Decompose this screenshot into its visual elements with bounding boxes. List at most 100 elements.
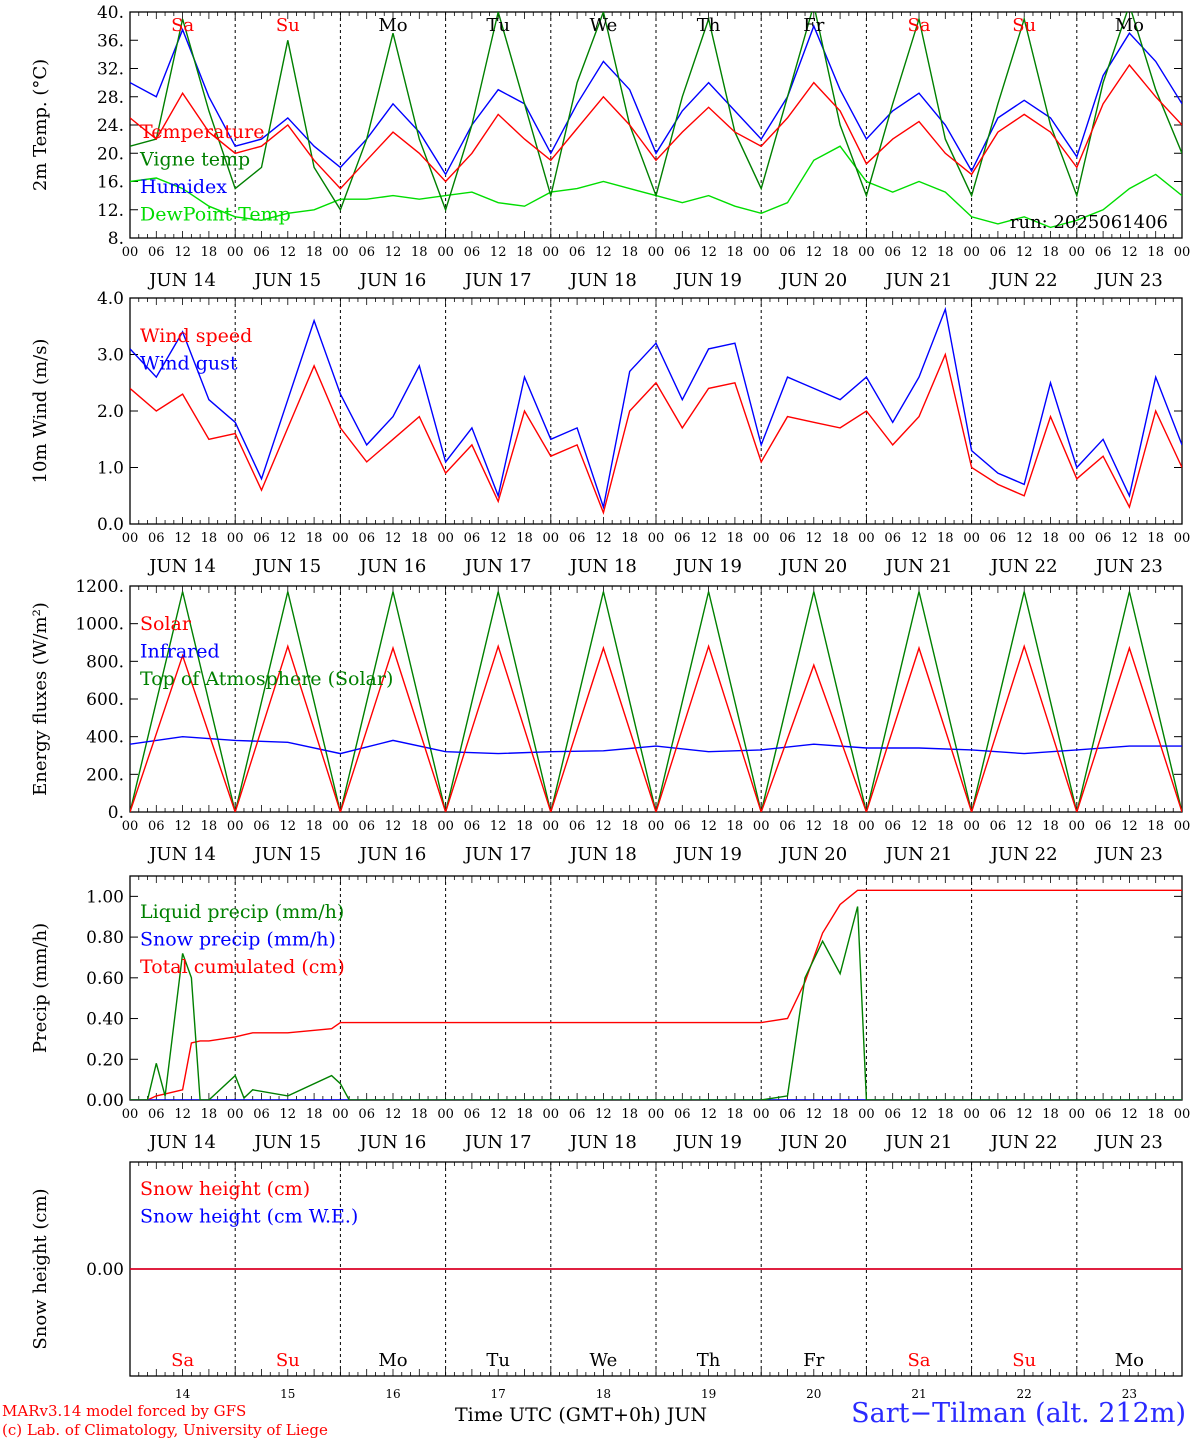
hour-tick-label: 00 bbox=[437, 1107, 454, 1122]
date-label: JUN 21 bbox=[884, 270, 953, 291]
y-tick-label: 8. bbox=[108, 229, 124, 249]
hour-tick-label: 06 bbox=[884, 245, 901, 260]
y-tick-label: 1.00 bbox=[86, 887, 124, 907]
hour-tick-label: 00 bbox=[1069, 1107, 1086, 1122]
date-label: JUN 15 bbox=[252, 844, 321, 865]
hour-tick-label: 06 bbox=[569, 245, 586, 260]
weekday-label: Sa bbox=[907, 1350, 930, 1371]
hour-tick-label: 18 bbox=[411, 531, 428, 546]
hour-tick-label: 00 bbox=[543, 1107, 560, 1122]
date-label: JUN 22 bbox=[989, 556, 1058, 577]
hour-tick-label: 00 bbox=[227, 819, 244, 834]
day-number-label: 22 bbox=[1017, 1387, 1032, 1401]
legend-entry: Infrared bbox=[140, 641, 220, 663]
hour-tick-label: 00 bbox=[753, 531, 770, 546]
hour-tick-label: 00 bbox=[1174, 245, 1191, 260]
hour-tick-label: 12 bbox=[911, 245, 928, 260]
weekday-label: Fr bbox=[803, 15, 824, 36]
weekday-label: Th bbox=[697, 1350, 721, 1371]
hour-tick-label: 18 bbox=[1042, 531, 1059, 546]
date-label: JUN 16 bbox=[358, 844, 427, 865]
hour-tick-label: 18 bbox=[937, 245, 954, 260]
series-line-infrared bbox=[130, 735, 1182, 755]
series-line-wind-gust bbox=[130, 306, 1182, 510]
hour-tick-label: 00 bbox=[648, 1107, 665, 1122]
hour-tick-label: 06 bbox=[884, 1107, 901, 1122]
chart-panel-5 bbox=[129, 1161, 1183, 1377]
hour-tick-label: 06 bbox=[1095, 245, 1112, 260]
date-label: JUN 15 bbox=[252, 270, 321, 291]
date-label: JUN 14 bbox=[147, 844, 216, 865]
series-line-humidex bbox=[130, 24, 1182, 176]
hour-tick-label: 00 bbox=[858, 1107, 875, 1122]
hour-tick-label: 18 bbox=[832, 819, 849, 834]
y-tick-label: 400. bbox=[86, 728, 124, 748]
hour-tick-label: 12 bbox=[700, 819, 717, 834]
hour-tick-label: 06 bbox=[779, 819, 796, 834]
date-label: JUN 22 bbox=[989, 1132, 1058, 1153]
hour-tick-label: 12 bbox=[595, 531, 612, 546]
hour-tick-label: 12 bbox=[700, 1107, 717, 1122]
weekday-label: Tu bbox=[486, 1350, 510, 1371]
hour-tick-label: 00 bbox=[1174, 531, 1191, 546]
hour-tick-label: 06 bbox=[148, 819, 165, 834]
hour-tick-label: 18 bbox=[516, 245, 533, 260]
hour-tick-label: 06 bbox=[464, 531, 481, 546]
hour-tick-label: 06 bbox=[1095, 819, 1112, 834]
date-label: JUN 22 bbox=[989, 270, 1058, 291]
weekday-label: Fr bbox=[803, 1350, 824, 1371]
hour-tick-label: 18 bbox=[411, 245, 428, 260]
date-label: JUN 20 bbox=[778, 1132, 847, 1153]
hour-tick-label: 12 bbox=[174, 531, 191, 546]
hour-tick-label: 18 bbox=[727, 1107, 744, 1122]
hour-tick-label: 12 bbox=[490, 819, 507, 834]
hour-tick-label: 12 bbox=[385, 1107, 402, 1122]
hour-tick-label: 00 bbox=[543, 819, 560, 834]
hour-tick-label: 18 bbox=[727, 819, 744, 834]
hour-tick-label: 12 bbox=[1121, 819, 1138, 834]
y-tick-label: 28. bbox=[97, 88, 124, 108]
lab-credit: (c) Lab. of Climatology, University of L… bbox=[2, 1421, 328, 1439]
day-number-label: 14 bbox=[175, 1387, 191, 1401]
chart-panel-2 bbox=[129, 297, 1183, 525]
hour-tick-label: 18 bbox=[201, 1107, 218, 1122]
series-line-temperature bbox=[130, 63, 1182, 190]
hour-tick-label: 12 bbox=[174, 819, 191, 834]
series-line-solar bbox=[130, 643, 1182, 812]
y-tick-label: 36. bbox=[97, 31, 124, 51]
y-tick-label: 0.0 bbox=[97, 515, 124, 535]
hour-tick-label: 06 bbox=[1095, 1107, 1112, 1122]
date-label: JUN 19 bbox=[673, 556, 742, 577]
hour-tick-label: 00 bbox=[753, 245, 770, 260]
weekday-label: Mo bbox=[378, 1350, 407, 1371]
y-tick-label: 16. bbox=[97, 173, 124, 193]
hour-tick-label: 12 bbox=[806, 1107, 823, 1122]
date-label: JUN 21 bbox=[884, 1132, 953, 1153]
hour-tick-label: 18 bbox=[1147, 1107, 1164, 1122]
hour-tick-label: 00 bbox=[332, 819, 349, 834]
weekday-label: Sa bbox=[171, 15, 194, 36]
legend-entry: Snow height (cm W.E.) bbox=[140, 1206, 358, 1228]
hour-tick-label: 00 bbox=[858, 245, 875, 260]
hour-tick-label: 06 bbox=[569, 819, 586, 834]
hour-tick-label: 12 bbox=[1121, 245, 1138, 260]
date-label: JUN 20 bbox=[778, 844, 847, 865]
hour-tick-label: 00 bbox=[122, 1107, 139, 1122]
hour-tick-label: 18 bbox=[832, 1107, 849, 1122]
hour-tick-label: 12 bbox=[700, 531, 717, 546]
hour-tick-label: 18 bbox=[832, 245, 849, 260]
hour-tick-label: 00 bbox=[1069, 531, 1086, 546]
run-annotation: run: 2025061406 bbox=[1010, 212, 1168, 233]
hour-tick-label: 00 bbox=[332, 245, 349, 260]
series-line-vigne-temp bbox=[130, 12, 1182, 212]
hour-tick-label: 18 bbox=[201, 531, 218, 546]
weekday-label: Su bbox=[276, 15, 300, 36]
day-number-label: 20 bbox=[806, 1387, 821, 1401]
weekday-label: Th bbox=[697, 15, 721, 36]
hour-tick-label: 06 bbox=[674, 819, 691, 834]
hour-tick-label: 06 bbox=[569, 531, 586, 546]
chart-panel-3 bbox=[129, 585, 1183, 813]
hour-tick-label: 18 bbox=[621, 245, 638, 260]
hour-tick-label: 00 bbox=[1174, 819, 1191, 834]
hour-tick-label: 06 bbox=[779, 531, 796, 546]
